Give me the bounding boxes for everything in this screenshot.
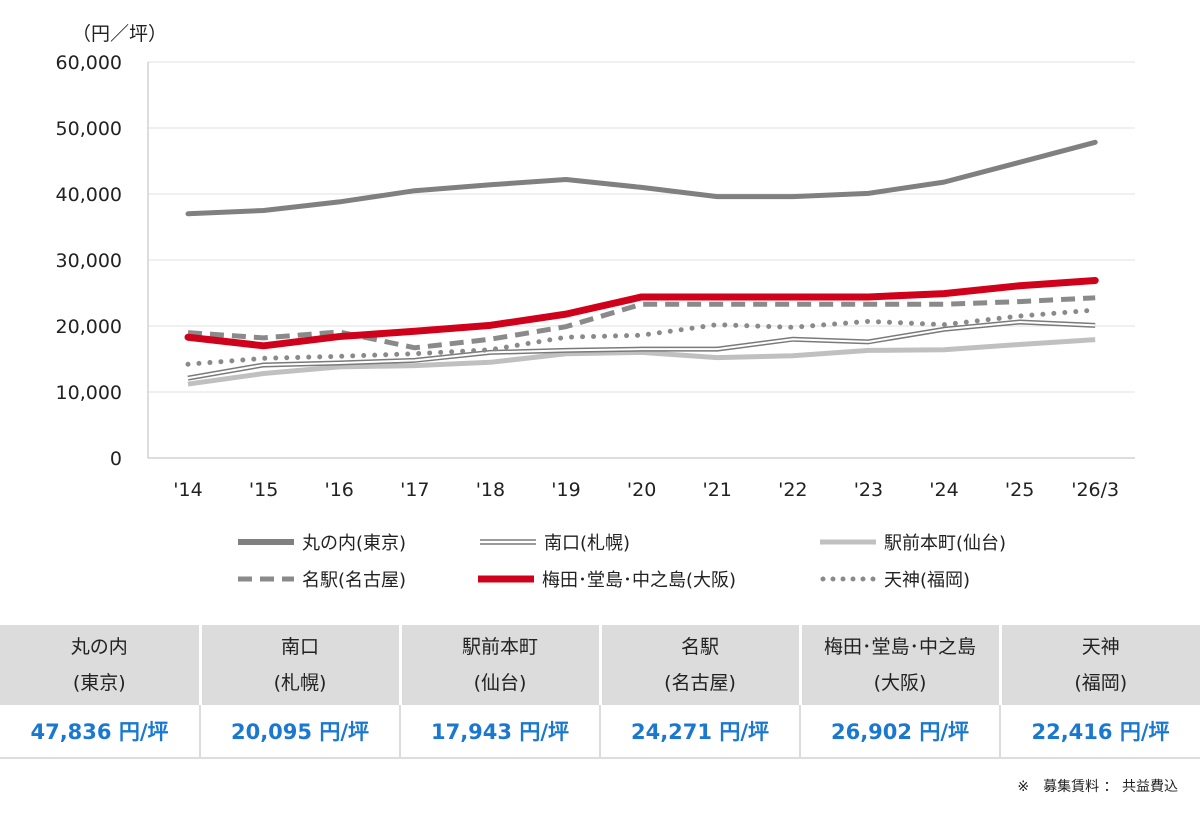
y-tick-label: 30,000: [56, 250, 122, 272]
table-header-cell: 駅前本町 (仙台): [398, 625, 600, 705]
legend-umeda: 梅田･堂島･中之島(大阪): [478, 570, 737, 591]
header-line: (仙台): [473, 672, 527, 694]
y-tick-label: 10,000: [56, 382, 122, 404]
x-tick-label: '19: [551, 479, 580, 501]
x-tick-label: '17: [400, 479, 429, 501]
rent-value: 22,416 円/坪: [999, 705, 1200, 759]
y-tick-label: 20,000: [56, 316, 122, 338]
series-line-5: [185, 307, 1098, 367]
rent-value: 24,271 円/坪: [599, 705, 800, 759]
legend-meieki: 名駅(名古屋): [238, 570, 407, 591]
legend-minamiguchi: 南口(札幌): [480, 533, 631, 554]
x-tick-label: '23: [854, 479, 883, 501]
series-line-0: [185, 139, 1098, 217]
y-tick-label: 0: [110, 448, 122, 470]
x-tick-label: '25: [1005, 479, 1034, 501]
x-tick-label: '24: [929, 479, 958, 501]
header-line: (大阪): [873, 672, 927, 694]
x-tick-label: '16: [324, 479, 353, 501]
x-tick-label: '14: [173, 479, 202, 501]
rent-value: 20,095 円/坪: [199, 705, 400, 759]
series-line-2: [187, 337, 1096, 387]
header-line: 名駅: [680, 636, 719, 658]
header-line: 南口: [280, 636, 319, 658]
series-line-1-inner: [187, 321, 1096, 380]
footnote: ※ 募集賃料 ： 共益費込: [1017, 779, 1178, 795]
y-unit-label: （円／坪）: [72, 23, 167, 45]
header-line: (東京): [72, 672, 126, 694]
line-chart: 0 10,000 20,000 30,000 40,000 50,000 60,000 （円／…: [56, 23, 1135, 501]
rent-value: 26,902 円/坪: [799, 705, 1000, 759]
table-header-cell: 名駅 (名古屋): [598, 625, 800, 705]
header-line: 駅前本町: [461, 636, 538, 658]
rent-value: 47,836 円/坪: [0, 705, 200, 759]
legend-marunouchi: 丸の内(東京): [238, 533, 407, 554]
summary-table: 丸の内 (東京) 南口 (札幌) 駅前本町 (仙台) 名駅 (名古屋) 梅田･堂島･中之島 (大阪…: [0, 625, 1200, 759]
header-line: (札幌): [273, 672, 327, 694]
header-line: 梅田･堂島･中之島: [823, 636, 976, 658]
x-tick-label: '20: [627, 479, 656, 501]
table-header-cell: 丸の内 (東京): [0, 625, 200, 705]
x-tick-label: '21: [702, 479, 731, 501]
x-tick-label: '15: [249, 479, 278, 501]
header-line: 天神: [1081, 636, 1120, 658]
legend-tenjin: 天神(福岡): [820, 570, 971, 591]
legend-ekimaehonmachi: 駅前本町(仙台): [820, 533, 1007, 554]
header-line: (福岡): [1074, 672, 1128, 694]
header-line: 丸の内: [70, 636, 128, 658]
header-line: (名古屋): [664, 672, 736, 694]
table-header-cell: 南口 (札幌): [198, 625, 400, 705]
y-tick-label: 40,000: [56, 184, 122, 206]
y-tick-label: 60,000: [56, 52, 122, 74]
series-line-4: [184, 276, 1099, 350]
rent-value: 17,943 円/坪: [399, 705, 600, 759]
x-tick-label: '26/3: [1071, 479, 1119, 501]
table-header-cell: 天神 (福岡): [998, 625, 1200, 705]
y-tick-label: 50,000: [56, 118, 122, 140]
table-header-cell: 梅田･堂島･中之島 (大阪): [798, 625, 1000, 705]
x-tick-label: '22: [778, 479, 807, 501]
x-tick-label: '18: [476, 479, 505, 501]
